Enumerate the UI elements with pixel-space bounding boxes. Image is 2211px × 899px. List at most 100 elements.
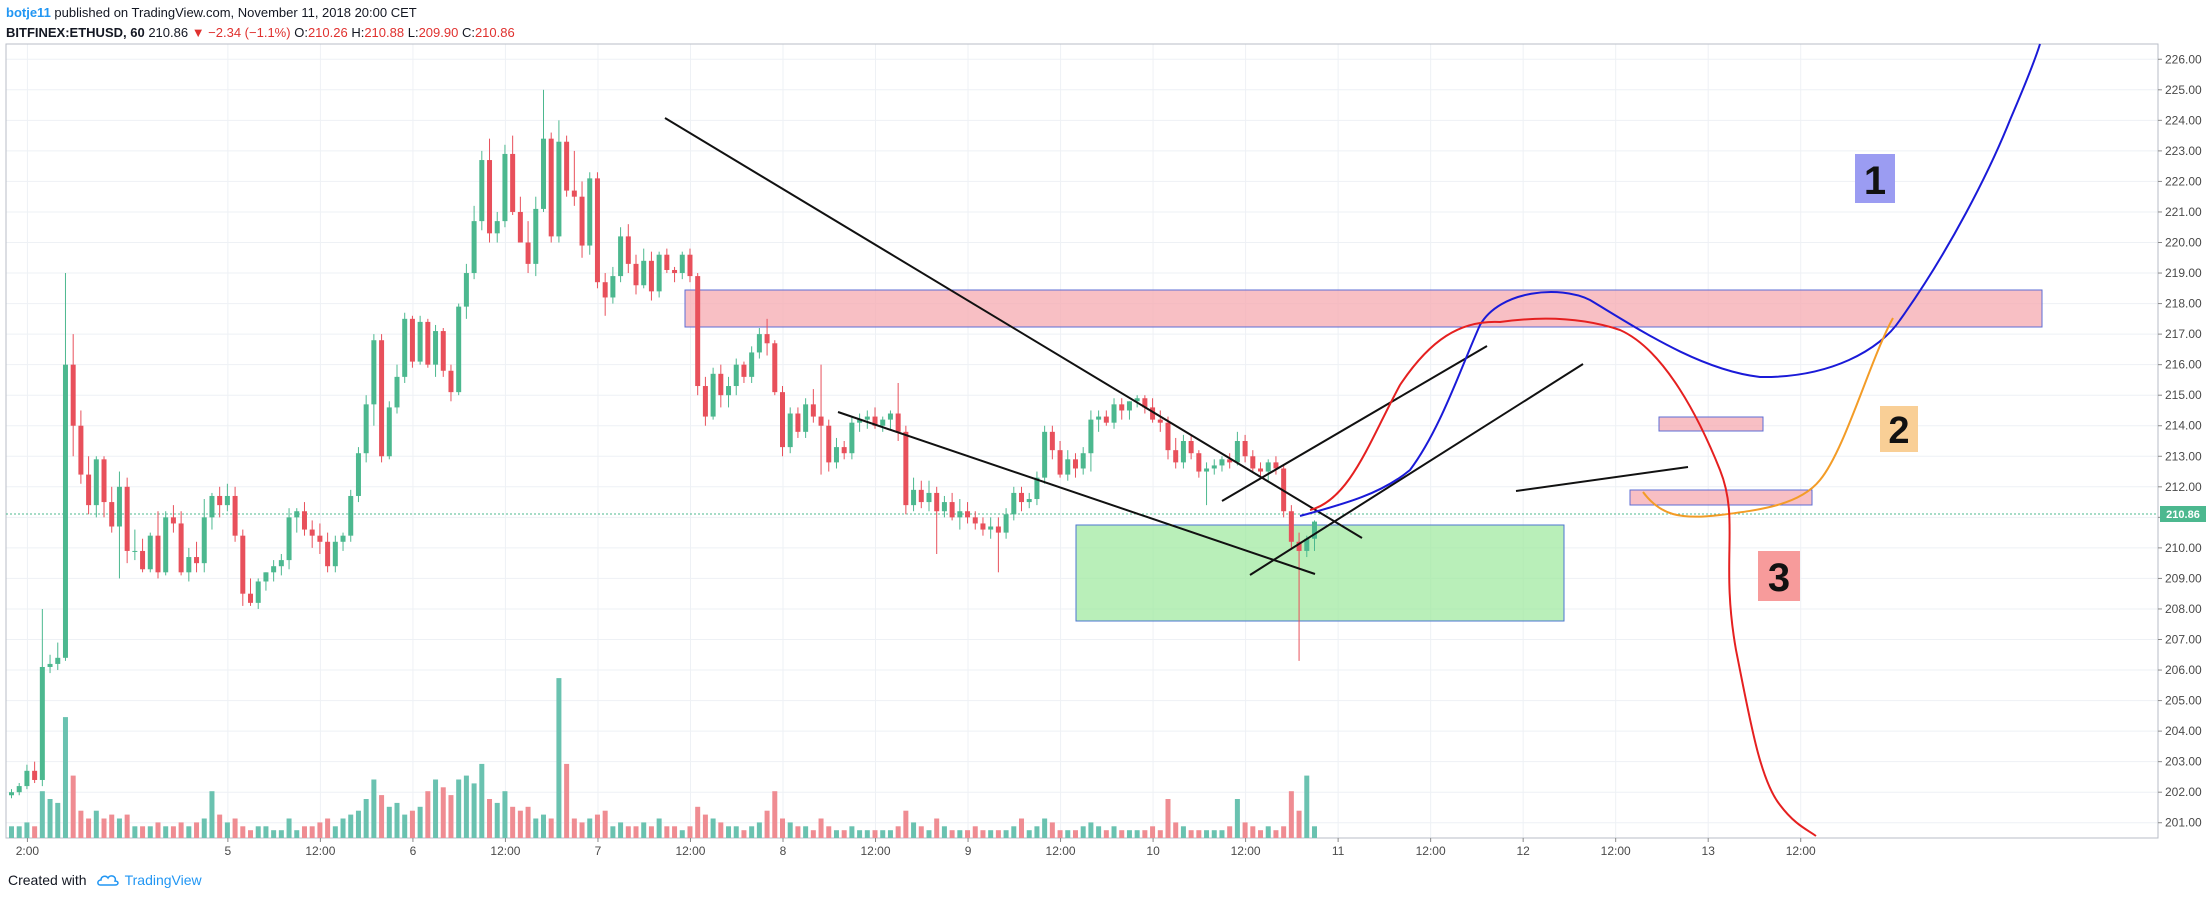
symbol-name[interactable]: BITFINEX:ETHUSD, 60 (6, 25, 145, 40)
volume-bars (9, 678, 1317, 838)
volume-bar (1034, 826, 1040, 838)
candle (941, 495, 947, 518)
candle (510, 135, 516, 216)
time-tick-label: 7 (595, 844, 602, 858)
price-axis[interactable]: 201.00 202.00 203.00 204.00 205.00 206.00 207.… (2158, 52, 2202, 830)
candle (1258, 462, 1264, 478)
candle-body (132, 550, 138, 552)
candle (409, 315, 415, 368)
candle-body (1126, 401, 1132, 411)
volume-bar (1281, 826, 1287, 838)
candle (186, 547, 192, 582)
candle-body (325, 541, 331, 567)
volume-bar (340, 818, 346, 838)
volume-bar (47, 799, 53, 838)
volume-bar (16, 826, 22, 838)
volume-bar (409, 810, 415, 838)
volume-bar (664, 826, 670, 838)
candle (1265, 459, 1271, 481)
volume-bar (1288, 791, 1294, 838)
time-tick-label: 13 (1702, 844, 1716, 858)
candle (340, 532, 346, 551)
candle (1204, 462, 1210, 506)
close-label: C: (461, 25, 475, 40)
candle (926, 480, 932, 512)
candle-body (24, 770, 30, 787)
candle (232, 486, 238, 542)
candle (32, 761, 38, 784)
volume-bar (571, 818, 577, 838)
volume-bar (394, 802, 400, 838)
candle (849, 416, 855, 460)
volume-bar (857, 830, 863, 838)
candle-body (433, 331, 439, 365)
candle-body (988, 526, 994, 530)
candle-body (980, 523, 986, 530)
candle-body (1103, 416, 1109, 423)
candle-body (564, 141, 570, 191)
volume-bar (872, 830, 878, 838)
tradingview-brand: TradingView (124, 872, 202, 888)
price-tick-label: 220.00 (2165, 236, 2202, 250)
candle-body (224, 495, 230, 506)
author-link[interactable]: botje11 (6, 5, 51, 20)
candle-body (895, 413, 901, 432)
candle-body (618, 236, 624, 277)
price-tick-label: 208.00 (2165, 602, 2202, 616)
candle-body (556, 141, 562, 237)
candle-body (1119, 404, 1125, 411)
candle (756, 328, 762, 359)
tradingview-link[interactable]: TradingView (96, 872, 202, 888)
candle (564, 135, 570, 197)
candle-body (78, 425, 84, 475)
volume-bar (1204, 830, 1210, 838)
volume-bar (209, 791, 215, 838)
candle (903, 425, 909, 515)
candle-body (849, 422, 855, 454)
volume-bar (32, 826, 38, 838)
volume-bar (1219, 830, 1225, 838)
volume-bar (433, 779, 439, 838)
candle (494, 211, 500, 243)
time-tick-label: 12:00 (1601, 844, 1631, 858)
candle (93, 456, 99, 518)
candle-body (70, 364, 76, 426)
candle-body (949, 502, 955, 518)
candle-body (880, 419, 886, 426)
candle-body (1296, 541, 1302, 551)
volume-bar (548, 818, 554, 838)
time-axis[interactable]: 2:00 5 12:00 6 12:00 7 12:00 8 12:00 9 12:00 10 12:0… (16, 838, 1816, 858)
candle (679, 251, 685, 280)
candle (687, 248, 693, 283)
low-label: L: (407, 25, 419, 40)
candle (248, 578, 254, 606)
candle (957, 499, 963, 530)
candle (348, 489, 354, 542)
tradingview-cloud-icon (96, 875, 119, 886)
candle-body (1165, 422, 1171, 451)
trendline-upper-wedge (664, 117, 1363, 539)
candle (70, 334, 76, 457)
candle (440, 328, 446, 377)
candle-body (702, 386, 708, 417)
volume-bar (1142, 830, 1148, 838)
candle-body (587, 178, 593, 246)
volume-bar (587, 818, 593, 838)
volume-bar (695, 806, 701, 838)
candle-body (1003, 514, 1009, 533)
time-tick-label: 12:00 (490, 844, 520, 858)
candle (278, 553, 284, 576)
created-with-text: Created with (8, 872, 87, 888)
projection-path-2 (1642, 317, 1894, 518)
candle (710, 367, 716, 420)
volume-bar (564, 763, 570, 838)
candle-body (402, 318, 408, 377)
trendlines (664, 117, 1689, 576)
candle-body (1080, 453, 1086, 469)
candle-body (232, 495, 238, 536)
candle-body (718, 373, 724, 396)
scenario-label-3: 3 (1758, 551, 1800, 601)
volume-bar (1188, 830, 1194, 838)
trendline-neckline (1515, 466, 1689, 492)
